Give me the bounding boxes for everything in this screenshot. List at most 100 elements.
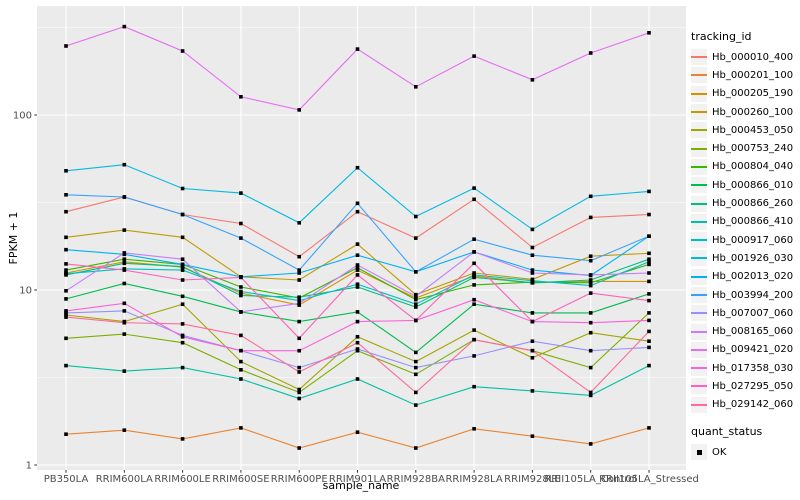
data-point [472, 354, 476, 358]
data-point [530, 281, 535, 285]
legend-entry-label: Hb_000866_410 [712, 216, 794, 228]
legend-key-line-icon [691, 220, 707, 223]
legend-key-line-icon [691, 312, 707, 315]
legend-entry-label: Hb_000804_040 [712, 161, 794, 173]
data-point [64, 193, 68, 197]
data-point [414, 85, 418, 89]
legend-key-line-icon [691, 367, 707, 370]
legend-entry: Hb_001926_030 [691, 249, 799, 267]
data-point [355, 266, 360, 270]
data-point [180, 186, 185, 191]
data-point [297, 370, 301, 374]
data-point [297, 348, 301, 353]
data-point [588, 311, 593, 315]
data-point [647, 234, 651, 238]
legend-key-line-icon [691, 165, 707, 168]
legend-key [691, 250, 707, 267]
data-point [64, 432, 68, 436]
data-point [122, 332, 127, 336]
data-point [472, 261, 476, 266]
data-point [647, 31, 651, 35]
x-tick-label: RRIM600LA [96, 474, 153, 485]
data-point [472, 273, 476, 277]
legend-key [691, 396, 707, 413]
legend-key [691, 104, 707, 121]
plot-panel [37, 6, 686, 470]
data-point [530, 319, 535, 324]
x-tick-label: RRIM901LA [329, 474, 386, 485]
data-point [239, 191, 243, 195]
legend-key [691, 213, 707, 230]
data-point [530, 356, 535, 360]
data-point [64, 209, 68, 214]
data-point [239, 293, 243, 298]
data-point [239, 221, 243, 226]
data-point [239, 289, 243, 294]
legend-key-line-icon [691, 147, 707, 150]
legend-entry: Hb_000866_410 [691, 213, 799, 231]
data-point [647, 271, 651, 275]
x-tick-label: PB350LA [44, 474, 89, 485]
legend-key [691, 341, 707, 358]
data-point [355, 319, 360, 324]
data-point [647, 311, 651, 315]
data-point [647, 279, 651, 284]
data-point [64, 311, 68, 315]
data-point [180, 257, 185, 261]
x-tick-label: RRIM600LE [154, 474, 210, 485]
data-point [64, 247, 68, 252]
data-point [64, 313, 68, 317]
data-point [414, 305, 418, 309]
data-point [530, 227, 535, 232]
data-point [647, 345, 651, 350]
data-point [355, 263, 360, 267]
legend-entry: Hb_009421_020 [691, 341, 799, 359]
data-point [414, 294, 418, 299]
data-point [239, 426, 243, 430]
data-point [414, 350, 418, 355]
legend-entry-label: Hb_002013_020 [712, 271, 794, 283]
legend-entry: Hb_000453_050 [691, 121, 799, 139]
data-point [530, 434, 535, 438]
data-point [122, 281, 127, 286]
legend-entry: Hb_008165_060 [691, 322, 799, 340]
data-point [122, 162, 127, 167]
data-point [472, 186, 476, 190]
data-point [122, 268, 127, 272]
data-point [530, 271, 535, 275]
legend-entry-label: Hb_000917_060 [712, 234, 794, 246]
data-point [588, 291, 593, 295]
data-point [239, 333, 243, 338]
legend-key [691, 85, 707, 102]
y-axis-title: FPKM + 1 [7, 212, 20, 265]
data-point [355, 377, 360, 381]
data-point [472, 328, 476, 332]
data-point [239, 95, 243, 99]
data-point [64, 363, 68, 368]
data-point [355, 335, 360, 339]
legend-key [691, 287, 707, 303]
data-point [239, 236, 243, 240]
legend-entry: Hb_029142_060 [691, 396, 799, 414]
legend-key-line-icon [691, 202, 707, 205]
data-point [647, 251, 651, 256]
legend-key [691, 378, 707, 395]
data-point [239, 275, 243, 280]
legend-entry: Hb_000866_260 [691, 194, 799, 212]
y-tick-label: 100 [13, 111, 32, 122]
data-point [530, 311, 535, 315]
legend-entry: Hb_002013_020 [691, 268, 799, 286]
data-point [647, 318, 651, 323]
legend-entry-label: Hb_017358_030 [712, 362, 794, 374]
legend-key-line-icon [691, 239, 707, 242]
data-point [297, 295, 301, 299]
data-point [239, 348, 243, 353]
data-point [64, 289, 68, 293]
data-point [122, 195, 127, 199]
data-point [472, 250, 476, 254]
data-point [297, 271, 301, 275]
legend-key-line-icon [691, 348, 707, 351]
legend-key [691, 140, 707, 157]
data-point [297, 268, 301, 272]
